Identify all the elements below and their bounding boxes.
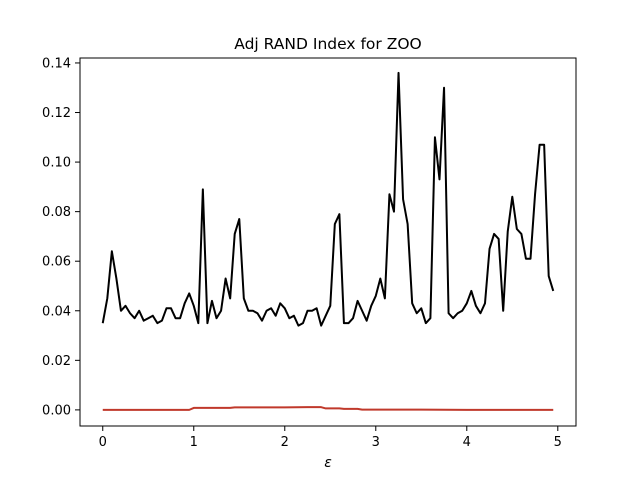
plot-area (101, 71, 555, 411)
y-tick-label: 0.00 (42, 403, 71, 418)
x-tick-label: 0 (99, 435, 107, 450)
y-tick-label: 0.08 (42, 205, 71, 220)
y-tick-label: 0.14 (42, 56, 71, 71)
y-tick-label: 0.02 (42, 354, 71, 369)
x-axis: 0 1 2 3 4 5 (99, 426, 562, 450)
x-tick-label: 1 (190, 435, 198, 450)
y-tick-label: 0.06 (42, 255, 71, 270)
x-tick-label: 5 (554, 435, 562, 450)
series-line-2 (102, 406, 554, 411)
series-line-1 (101, 71, 555, 327)
x-axis-label: ε (324, 455, 332, 471)
x-tick-label: 4 (463, 435, 471, 450)
x-tick-label: 2 (281, 435, 289, 450)
y-tick-label: 0.04 (42, 304, 71, 319)
y-axis: 0.00 0.02 0.04 0.06 0.08 0.10 0.12 0.14 (42, 56, 80, 418)
chart-title: Adj RAND Index for ZOO (234, 35, 421, 53)
y-tick-label: 0.10 (42, 156, 71, 171)
axes-frame (79, 57, 577, 427)
x-tick-label: 3 (372, 435, 380, 450)
y-tick-label: 0.12 (42, 106, 71, 121)
